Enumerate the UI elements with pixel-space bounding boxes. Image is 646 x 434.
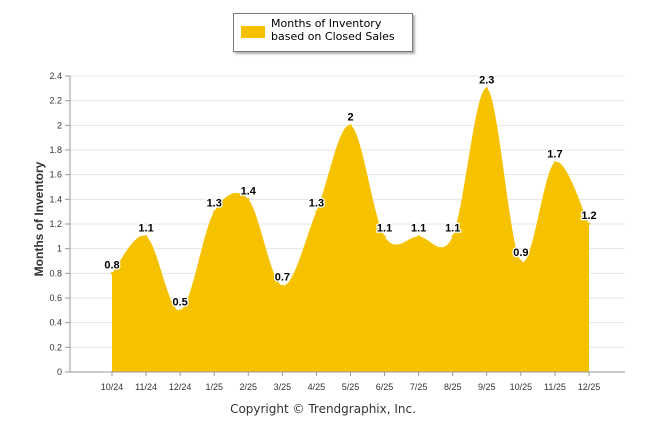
x-tick-label: 6/25 [376, 382, 394, 392]
x-tick-label: 3/25 [274, 382, 292, 392]
data-label: 1.4 [241, 185, 257, 197]
data-label: 1.3 [207, 198, 222, 210]
data-point [144, 235, 148, 238]
area-series [110, 87, 591, 372]
copyright-text: Copyright © Trendgraphix, Inc. [230, 402, 416, 416]
x-tick-label: 5/25 [342, 382, 360, 392]
y-tick-label: 0 [57, 367, 62, 377]
y-tick-label: 1.2 [49, 219, 62, 229]
x-tick-label: 9/25 [478, 382, 496, 392]
data-point [553, 161, 557, 164]
data-label: 1.2 [581, 210, 596, 222]
x-tick-label: 1/25 [205, 382, 223, 392]
data-label: 1.1 [411, 222, 426, 234]
data-labels: 0.8 1.1 0.5 1.3 1.4 0.7 1.3 2 1.1 1.1 1.1 2.3 0.9 1.7… [103, 73, 598, 310]
y-tick-label: 0.8 [49, 268, 62, 278]
y-tick-label: 0.4 [49, 318, 62, 328]
data-label: 1.3 [309, 198, 324, 210]
data-label: 2 [347, 111, 353, 123]
data-point [417, 235, 420, 238]
data-label: 2.3 [479, 74, 494, 86]
data-point [247, 198, 250, 201]
x-tick-label: 8/25 [444, 382, 462, 392]
data-point [281, 284, 284, 287]
x-tick-label: 10/25 [510, 382, 533, 392]
data-label: 1.1 [138, 222, 153, 234]
data-label: 0.5 [172, 296, 187, 308]
legend-label: Months of Inventory based on Closed Sale… [271, 17, 395, 43]
data-label: 0.7 [275, 272, 290, 284]
data-point [178, 309, 182, 312]
data-label: 1.1 [445, 222, 460, 234]
y-tick-label: 1.4 [49, 194, 62, 204]
area-fill [112, 88, 589, 372]
y-tick-label: 1 [57, 244, 62, 254]
data-point [110, 272, 114, 275]
y-tick-label: 0.6 [49, 293, 62, 303]
data-point [349, 124, 352, 127]
x-tick-label: 12/25 [578, 382, 601, 392]
x-tick-label: 2/25 [240, 382, 258, 392]
y-tick-label: 0.2 [49, 342, 62, 352]
data-point [451, 235, 454, 238]
y-tick-label: 2.4 [49, 71, 62, 81]
x-tick-label: 11/24 [135, 382, 157, 392]
x-tick-label: 7/25 [410, 382, 428, 392]
y-tick-label: 2.2 [49, 96, 62, 106]
x-tick-label: 11/25 [544, 382, 566, 392]
legend[interactable]: Months of Inventory based on Closed Sale… [233, 13, 413, 52]
x-tick-label: 12/24 [169, 382, 192, 392]
data-label: 0.8 [104, 259, 119, 271]
y-axis-title: Months of Inventory [32, 161, 46, 276]
data-point [519, 259, 523, 263]
data-point [383, 235, 386, 238]
data-point [587, 222, 591, 226]
data-point [213, 210, 216, 213]
legend-swatch [241, 26, 265, 38]
y-tick-label: 2 [57, 120, 62, 130]
data-label: 1.7 [547, 148, 562, 160]
x-tick-label: 10/24 [101, 382, 124, 392]
x-tick-label: 4/25 [308, 382, 326, 392]
axes: 0 0.2 0.4 0.6 0.8 1 1.2 1.4 1.6 1.8 2 2.2 2.4 10/24 11… [49, 71, 625, 392]
data-label: 0.9 [513, 247, 528, 259]
data-point [485, 87, 488, 90]
y-tick-label: 1.6 [49, 170, 62, 180]
data-label: 1.1 [377, 222, 392, 234]
y-tick-label: 1.8 [49, 145, 62, 155]
data-point [315, 210, 318, 213]
